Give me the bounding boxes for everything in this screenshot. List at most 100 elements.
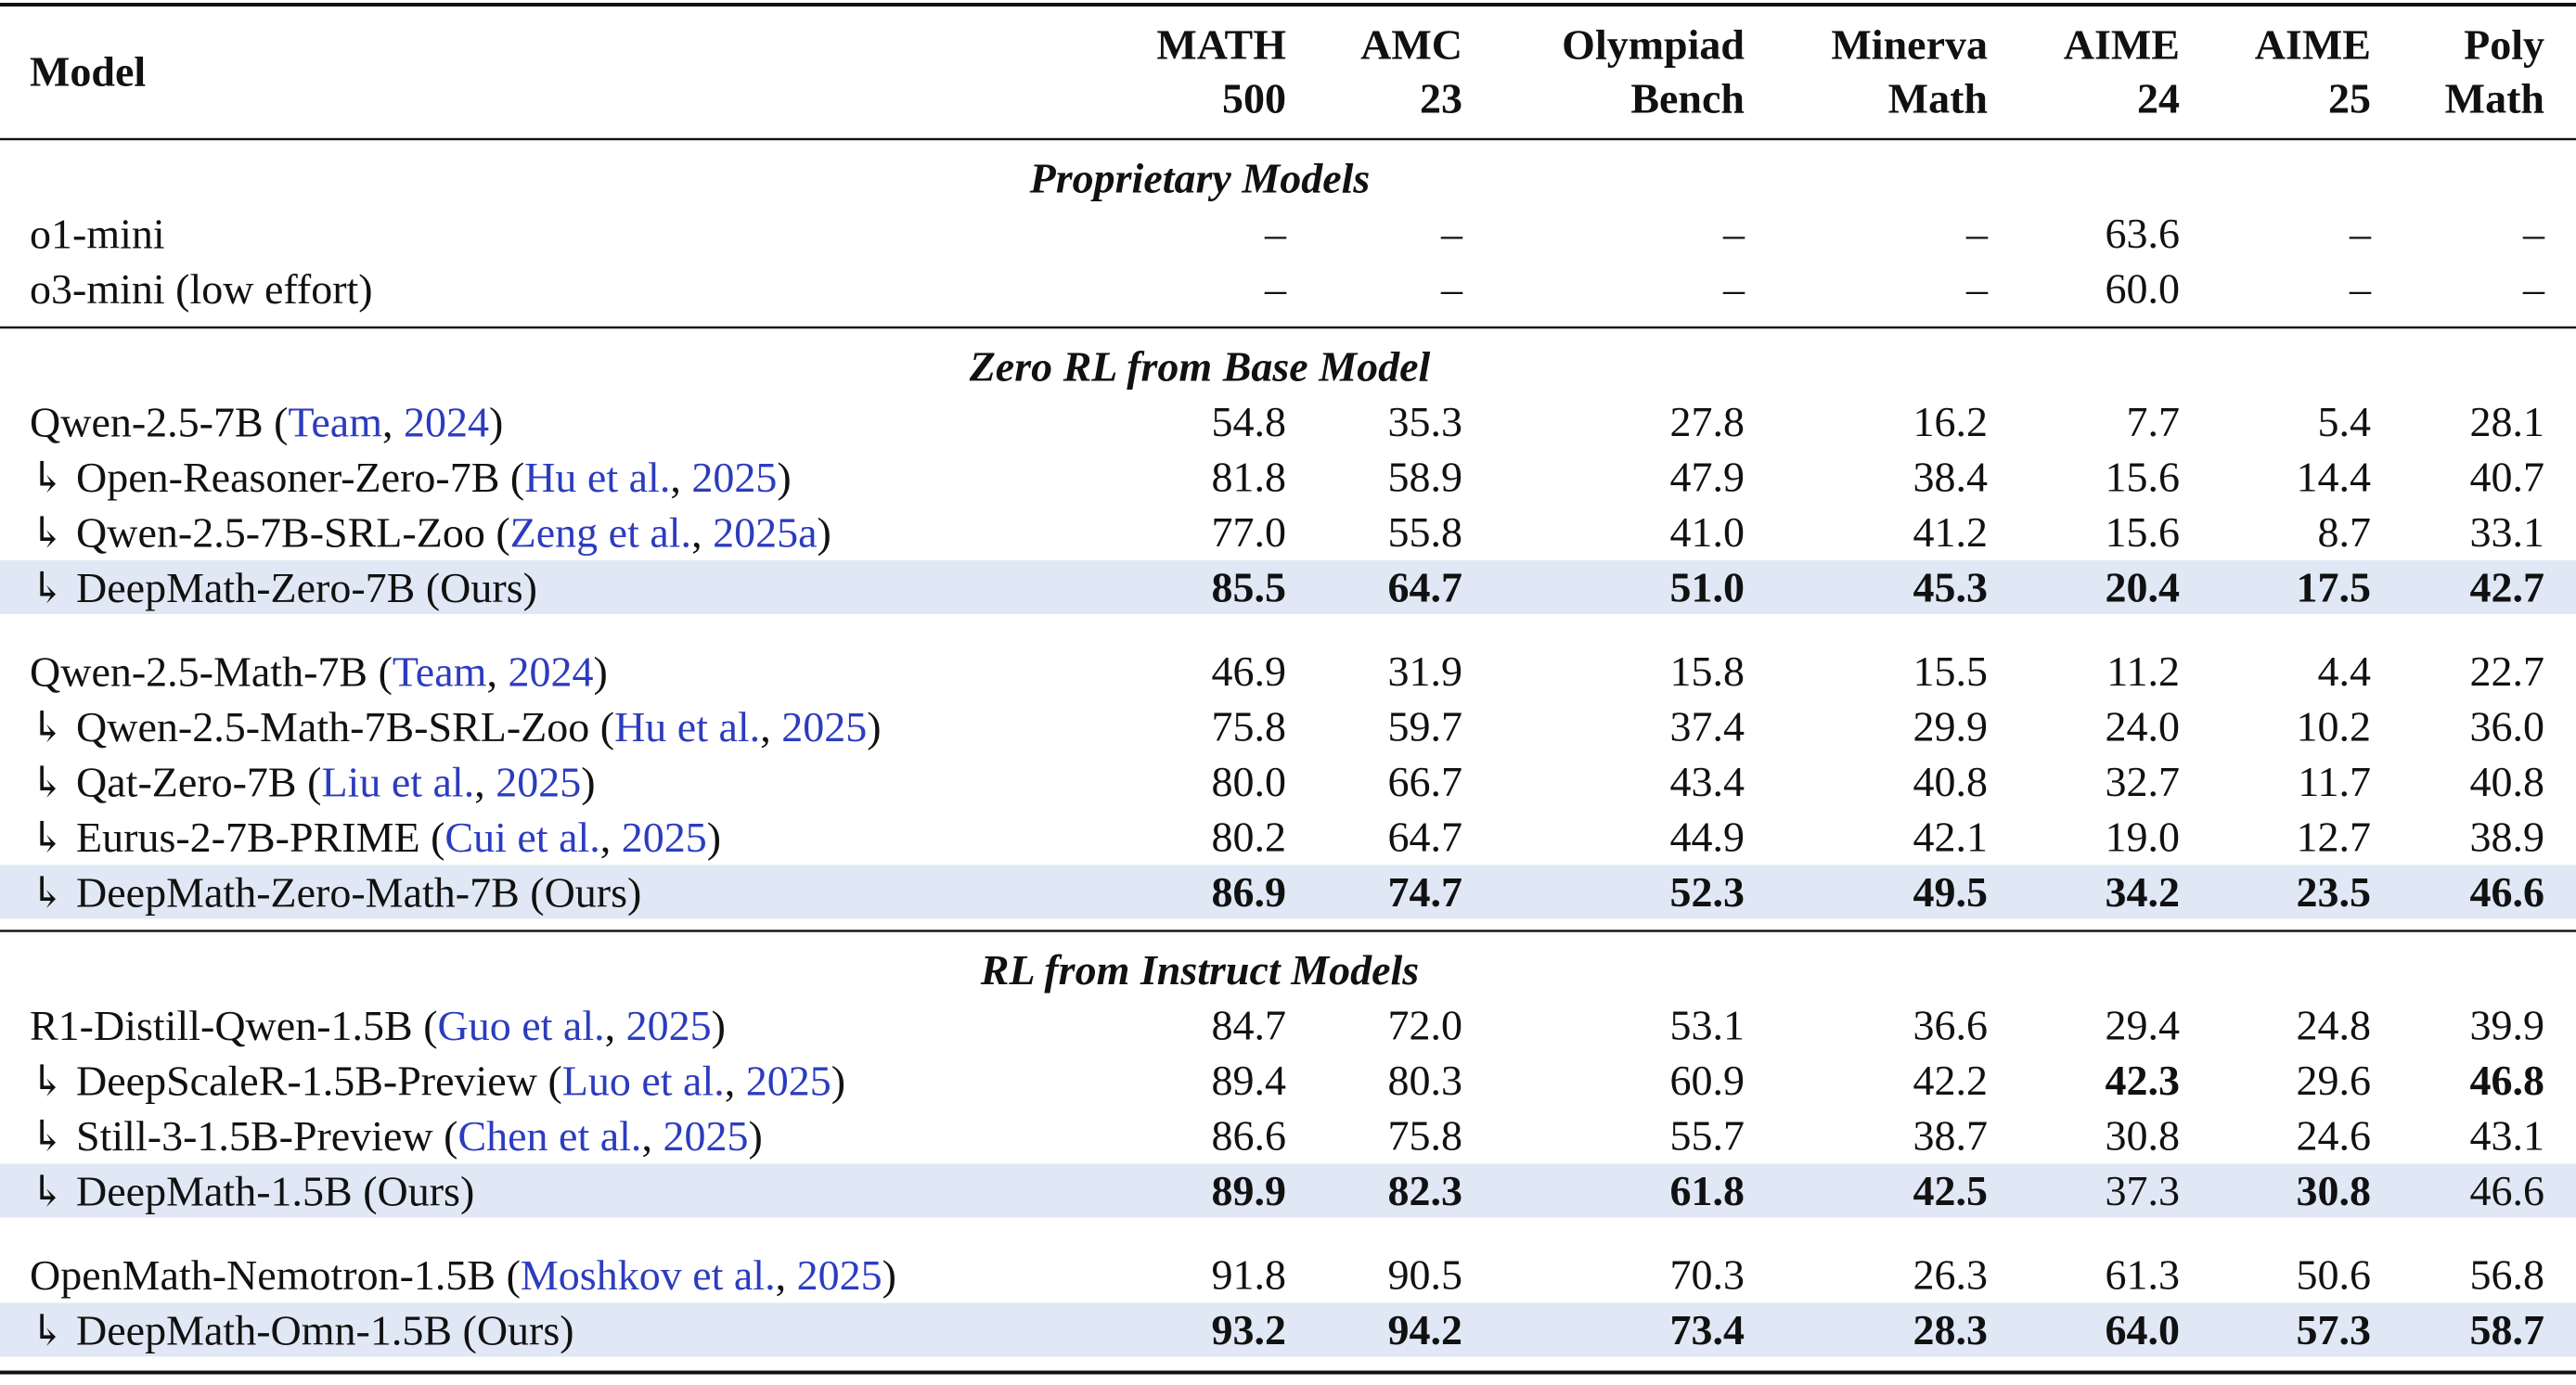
model-text: ) [748, 1112, 762, 1160]
cell-value: 14.4 [2297, 454, 2372, 501]
model-name: ↳ Eurus-2-7B-PRIME (Cui et al., 2025) [30, 814, 721, 861]
cell-value: 43.4 [1670, 758, 1745, 805]
model-name: Qwen-2.5-Math-7B (Team, 2024) [30, 648, 608, 695]
cell-value: 61.8 [1670, 1167, 1745, 1214]
model-text: , [760, 703, 781, 750]
row-highlight [0, 865, 2576, 919]
cell-value: 42.7 [2470, 564, 2545, 611]
cell-value: 38.7 [1913, 1112, 1989, 1160]
cell-value: 46.8 [2470, 1057, 2545, 1104]
cell-value: 73.4 [1670, 1306, 1745, 1353]
cell-value: 33.1 [2470, 508, 2545, 556]
cell-value: 66.7 [1388, 758, 1463, 805]
cell-value: – [1965, 265, 1989, 313]
header-label: 25 [2328, 75, 2371, 122]
model-text: ↳ Eurus-2-7B-PRIME ( [30, 814, 444, 861]
section-title: RL from Instruct Models [980, 946, 1419, 994]
cell-value: 15.8 [1670, 648, 1745, 695]
cell-value: – [1722, 265, 1745, 313]
cell-value: 55.7 [1670, 1112, 1745, 1160]
cell-value: 26.3 [1913, 1251, 1989, 1299]
model-name: R1-Distill-Qwen-1.5B (Guo et al., 2025) [30, 1002, 726, 1049]
rule [0, 1370, 2576, 1375]
model-name: ↳ Qwen-2.5-Math-7B-SRL-Zoo (Hu et al., 2… [30, 703, 882, 750]
model-text: ) [593, 648, 607, 695]
cell-value: 15.5 [1913, 648, 1989, 695]
model-name: ↳ DeepMath-Zero-7B (Ours) [30, 564, 537, 611]
cell-value: 90.5 [1388, 1251, 1463, 1299]
model-name: ↳ DeepMath-1.5B (Ours) [30, 1167, 474, 1214]
cell-value: 29.9 [1913, 703, 1989, 750]
cell-value: 22.7 [2470, 648, 2545, 695]
cell-value: 81.8 [1212, 454, 1287, 501]
model-text: ↳ DeepMath-Zero-7B (Ours) [30, 564, 537, 611]
header-model: Model [30, 48, 146, 96]
header-label: MATH [1156, 21, 1286, 69]
model-text: ) [882, 1251, 896, 1299]
model-text: ↳ Open-Reasoner-Zero-7B ( [30, 454, 524, 501]
cell-value: 5.4 [2318, 398, 2372, 445]
header-label: Poly [2464, 21, 2544, 69]
model-text: OpenMath-Nemotron-1.5B ( [30, 1251, 521, 1299]
model-text: Qwen-2.5-Math-7B ( [30, 648, 393, 695]
model-text: ) [777, 454, 791, 501]
model-text: ) [581, 758, 595, 805]
header-label: AIME [2064, 21, 2180, 69]
model-text: ↳ DeepMath-Zero-Math-7B (Ours) [30, 868, 641, 916]
cell-value: 64.0 [2106, 1306, 2181, 1353]
citation: 2025a [713, 508, 817, 556]
header-label: 23 [1420, 75, 1462, 122]
cell-value: 74.7 [1388, 868, 1463, 916]
cell-value: 24.0 [2106, 703, 2181, 750]
cell-value: 64.7 [1388, 564, 1463, 611]
model-name: ↳ Still-3-1.5B-Preview (Chen et al., 202… [30, 1112, 763, 1160]
citation: Chen et al. [457, 1112, 641, 1160]
citation: Team [289, 398, 383, 445]
cell-value: – [1440, 210, 1463, 257]
cell-value: 37.4 [1670, 703, 1745, 750]
header-label: Math [1888, 75, 1988, 122]
cell-value: 36.0 [2470, 703, 2545, 750]
cell-value: 89.4 [1212, 1057, 1287, 1104]
citation: 2025 [746, 1057, 831, 1104]
citation: Zeng et al. [510, 508, 691, 556]
cell-value: 30.8 [2106, 1112, 2181, 1160]
cell-value: 84.7 [1212, 1002, 1287, 1049]
model-name: ↳ DeepMath-Zero-Math-7B (Ours) [30, 868, 641, 916]
model-text: , [600, 814, 622, 861]
cell-value: 54.8 [1212, 398, 1287, 445]
model-text: , [641, 1112, 663, 1160]
cell-value: 24.8 [2297, 1002, 2372, 1049]
model-text: ↳ DeepMath-Omn-1.5B (Ours) [30, 1306, 574, 1353]
cell-value: 41.0 [1670, 508, 1745, 556]
cell-value: 16.2 [1913, 398, 1989, 445]
cell-value: 60.9 [1670, 1057, 1745, 1104]
model-text: ↳ DeepMath-1.5B (Ours) [30, 1167, 474, 1214]
cell-value: 60.0 [2106, 265, 2181, 313]
citation: 2025 [626, 1002, 712, 1049]
cell-value: 50.6 [2297, 1251, 2372, 1299]
cell-value: 47.9 [1670, 454, 1745, 501]
cell-value: 30.8 [2297, 1167, 2372, 1214]
model-text: , [670, 454, 691, 501]
cell-value: 4.4 [2318, 648, 2372, 695]
cell-value: 39.9 [2470, 1002, 2545, 1049]
citation: 2025 [663, 1112, 748, 1160]
cell-value: 72.0 [1388, 1002, 1463, 1049]
cell-value: 15.6 [2106, 508, 2181, 556]
cell-value: 29.4 [2106, 1002, 2181, 1049]
header-label: AMC [1360, 21, 1462, 69]
model-text: ↳ DeepScaleR-1.5B-Preview ( [30, 1057, 562, 1104]
cell-value: 38.4 [1913, 454, 1989, 501]
citation: Hu et al. [524, 454, 670, 501]
cell-value: 86.6 [1212, 1112, 1287, 1160]
model-text: ) [831, 1057, 845, 1104]
cell-value: 11.7 [2298, 758, 2371, 805]
cell-value: 31.9 [1388, 648, 1463, 695]
model-text: o3-mini (low effort) [30, 265, 373, 313]
cell-value: 46.9 [1212, 648, 1287, 695]
model-name: ↳ DeepScaleR-1.5B-Preview (Luo et al., 2… [30, 1057, 845, 1104]
cell-value: 28.3 [1913, 1306, 1989, 1353]
cell-value: 19.0 [2106, 814, 2181, 861]
cell-value: – [1440, 265, 1463, 313]
